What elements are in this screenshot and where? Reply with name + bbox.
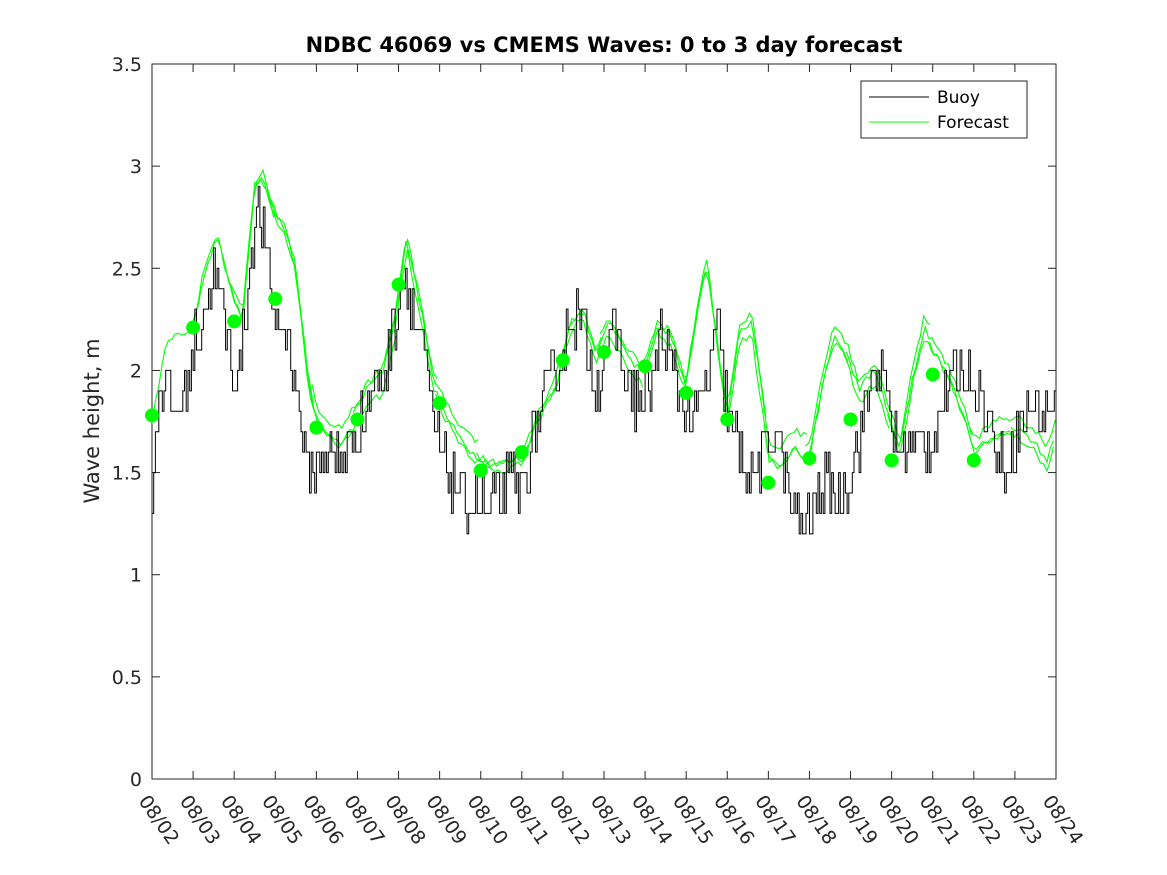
forecast-marker (597, 345, 611, 360)
y-tick-label: 1 (130, 565, 142, 587)
legend-label-forecast: Forecast (937, 113, 1009, 133)
forecast-marker (350, 412, 365, 427)
forecast-marker (802, 451, 817, 466)
forecast-marker (391, 277, 406, 292)
legend-box (860, 80, 1028, 139)
y-tick-label: 1.5 (112, 463, 142, 485)
buoy-series-line (152, 186, 1056, 535)
y-axis-label: Wave height, m (80, 338, 104, 503)
forecast-marker (925, 367, 940, 382)
y-tick-label: 3.5 (112, 54, 142, 76)
legend-label-buoy: Buoy (937, 88, 980, 108)
forecast-marker (432, 396, 447, 411)
forecast-series-line (393, 249, 520, 469)
forecast-marker (186, 320, 201, 335)
forecast-marker (227, 314, 242, 329)
forecast-series-line (681, 271, 808, 450)
forecast-series-line (845, 326, 972, 448)
forecast-series-line (476, 309, 603, 467)
y-tick-label: 0.5 (112, 667, 142, 689)
y-tick-label: 3 (130, 156, 142, 178)
forecast-marker (473, 463, 488, 478)
forecast-marker (555, 353, 570, 368)
forecast-marker (268, 291, 283, 306)
y-tick-label: 2 (130, 360, 142, 382)
forecast-marker (145, 408, 159, 423)
forecast-marker (309, 420, 324, 435)
forecast-marker (514, 445, 529, 460)
forecast-marker (884, 453, 899, 468)
forecast-series-line (804, 313, 931, 447)
forecast-series-line (270, 199, 397, 446)
forecast-series-line (435, 370, 561, 475)
forecast-marker (720, 412, 735, 427)
forecast-marker (679, 385, 694, 400)
y-tick-label: 2.5 (112, 258, 142, 280)
forecast-marker (966, 453, 981, 468)
chart-title: NDBC 46069 vs CMEMS Waves: 0 to 3 day fo… (306, 33, 903, 57)
forecast-series-line (229, 168, 356, 449)
forecast-marker (638, 359, 653, 374)
forecast-marker (761, 475, 776, 490)
forecast-marker (843, 412, 858, 427)
y-tick-label: 0 (130, 769, 142, 791)
